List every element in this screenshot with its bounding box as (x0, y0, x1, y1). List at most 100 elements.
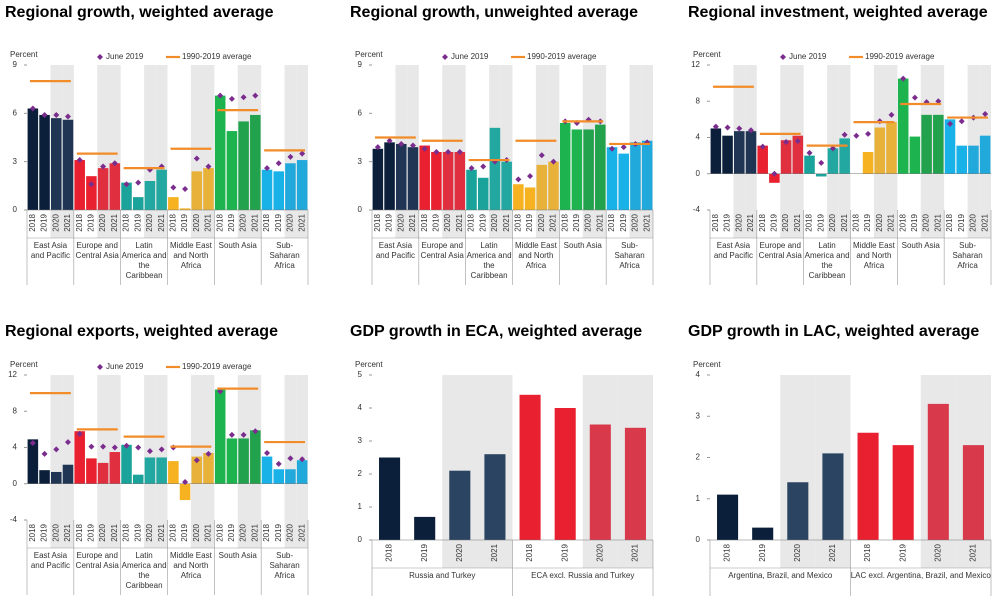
bar (51, 471, 62, 484)
x-tick-label: 2021 (840, 213, 849, 231)
june-2019-marker (386, 137, 393, 144)
y-tick-label: 4 (358, 403, 363, 412)
x-tick-label: 2019 (133, 523, 142, 541)
june-2019-marker (240, 94, 247, 101)
x-tick-label: 2019 (478, 213, 487, 231)
bar (238, 121, 249, 210)
bar (559, 123, 571, 210)
bar (144, 181, 156, 210)
bar (519, 394, 541, 540)
group-label: Middle East and North Africa (515, 241, 557, 270)
x-tick-label: 2019 (898, 543, 907, 561)
chart-title: Regional exports, weighted average (5, 323, 278, 340)
june-2019-marker (865, 130, 872, 137)
group-label-box: South Asia (219, 241, 257, 250)
group-label-box: South Asia (564, 241, 602, 250)
june-2019-marker (712, 123, 719, 130)
june-2019-marker (818, 159, 825, 166)
bar (132, 197, 144, 210)
x-tick-label: 2020 (443, 213, 452, 231)
bar (595, 124, 606, 210)
june-2019-marker (456, 149, 463, 155)
june-2019-marker (287, 153, 294, 160)
y-tick-label: 3 (13, 157, 18, 166)
june-2019-marker (445, 149, 452, 155)
x-tick-label: 2019 (40, 213, 49, 231)
x-tick-label: 2021 (595, 213, 604, 231)
june-2019-marker (480, 163, 487, 170)
x-tick-label: 2018 (513, 213, 522, 231)
bar (477, 177, 489, 210)
bar (214, 389, 226, 484)
x-tick-label: 2019 (432, 213, 441, 231)
y-tick-label: 0 (358, 535, 363, 544)
x-tick-label: 2020 (933, 543, 942, 561)
bar (203, 452, 214, 484)
group-label: Europe and Central Asia (758, 241, 802, 260)
june-2019-marker (264, 449, 271, 456)
x-tick-label: 2021 (490, 543, 499, 561)
legend-label: 1990-2019 average (182, 362, 252, 371)
bar (121, 444, 132, 484)
june-2019-marker (135, 179, 142, 186)
bar (524, 187, 536, 210)
forecast-shade (97, 375, 109, 548)
y-tick-label: 0 (13, 479, 18, 488)
june-2019-marker (736, 125, 743, 132)
group-label: Middle East and North Africa (170, 551, 212, 580)
bar (442, 152, 454, 210)
forecast-shade (547, 65, 560, 238)
bar (710, 128, 722, 174)
group-label: Europe and Central Asia (75, 551, 119, 570)
bar (734, 131, 745, 174)
june-2019-marker (275, 460, 282, 467)
bar (484, 454, 506, 540)
forecast-shade (50, 375, 63, 548)
chart-title: Regional growth, unweighted average (350, 4, 639, 21)
x-tick-label: 2019 (723, 213, 732, 231)
june-2019-marker (29, 105, 36, 112)
x-tick-label: 2020 (286, 523, 295, 541)
x-tick-label: 2021 (297, 213, 306, 231)
legend-label: June 2019 (106, 52, 144, 61)
x-tick-label: 2019 (40, 523, 49, 541)
x-tick-label: 2018 (851, 213, 860, 231)
june-2019-marker (240, 431, 247, 438)
bar (74, 160, 85, 210)
bar (285, 163, 296, 210)
bar (86, 458, 97, 484)
june-2019-marker (491, 158, 498, 165)
june-2019-marker (205, 450, 212, 457)
forecast-shade (97, 65, 109, 238)
chart-title: GDP growth in ECA, weighted average (350, 323, 643, 340)
bar (51, 118, 62, 210)
bar (968, 145, 979, 174)
bar (372, 148, 384, 210)
group-label-box: Europe and Central Asia (421, 241, 464, 260)
x-tick-label: 2021 (933, 213, 942, 231)
x-tick-label: 2020 (98, 213, 107, 231)
june-2019-marker (398, 140, 405, 147)
bar (757, 145, 768, 174)
bar (156, 169, 167, 210)
legend-label: 1990-2019 average (527, 52, 597, 61)
x-tick-label: 2019 (420, 543, 429, 561)
x-tick-label: 2018 (122, 213, 131, 231)
x-tick-label: 2019 (910, 213, 919, 231)
legend-label: June 2019 (789, 52, 827, 61)
june-2019-marker (123, 181, 130, 188)
group-label-box: East Asia and Pacific (31, 241, 70, 260)
group-label-box: Sub-Saharan Africa (269, 241, 299, 270)
x-tick-label: 2021 (157, 213, 166, 231)
june-2019-marker (158, 446, 165, 453)
y-tick-label: 6 (358, 108, 363, 117)
group-label: South Asia (901, 241, 940, 250)
x-tick-label: 2020 (969, 213, 978, 231)
group-label-box: Argentina, Brazil, and Mexico (728, 571, 832, 580)
bar (419, 145, 430, 210)
forecast-shade (155, 65, 168, 238)
chart-panel: Percent 0 1 2 3 4 5 2018 2019 2020 2021 2018 2019 202… (355, 360, 654, 596)
bar (822, 453, 844, 540)
june-2019-marker (806, 149, 813, 156)
y-tick-label: 2 (696, 453, 701, 462)
